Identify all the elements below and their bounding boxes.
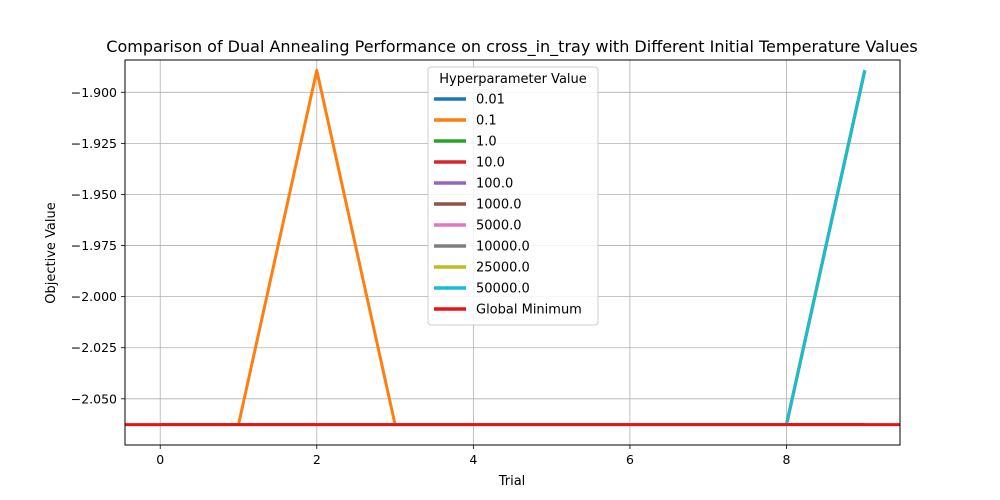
y-tick-label: −1.900 [71,85,117,100]
y-tick-label: −2.025 [71,340,117,355]
y-tick-label: −1.950 [71,187,117,202]
legend-label: 1000.0 [476,198,522,213]
legend-label: 100.0 [476,177,513,192]
plot-area [125,68,900,427]
legend-label: 25000.0 [476,261,530,276]
legend-label: 50000.0 [476,282,530,297]
x-tick-label: 2 [313,452,321,467]
series-lines [125,68,900,427]
legend-label: 5000.0 [476,219,522,234]
x-tick-label: 6 [626,452,634,467]
x-tick-label: 4 [469,452,477,467]
legend-label: 0.01 [476,93,505,108]
legend-label: 1.0 [476,135,497,150]
y-tick-label: −2.050 [71,391,117,406]
chart-title: Comparison of Dual Annealing Performance… [106,37,917,57]
y-tick-label: −1.925 [71,136,117,151]
legend-box [427,66,599,326]
y-tick-label: −1.975 [71,238,117,253]
legend-label: 0.1 [476,114,497,129]
y-axis-label: Objective Value [44,202,59,303]
legend: Hyperparameter Value 0.01 0.1 1.0 10.0 100.0 1… [427,66,599,326]
legend-label: 10000.0 [476,240,530,255]
x-tick-label: 0 [156,452,164,467]
legend-title: Hyperparameter Value [439,72,587,87]
x-axis-label: Trial [498,474,526,489]
axis-ticks: 0 2 4 6 8 −1.900 −1.925 −1.950 −1.975 −2.000 −2.02… [71,85,791,467]
legend-label: 10.0 [476,156,505,171]
plot-frame [124,59,901,446]
x-tick-label: 8 [783,452,791,467]
legend-label: Global Minimum [476,303,582,318]
y-tick-label: −2.000 [71,289,117,304]
